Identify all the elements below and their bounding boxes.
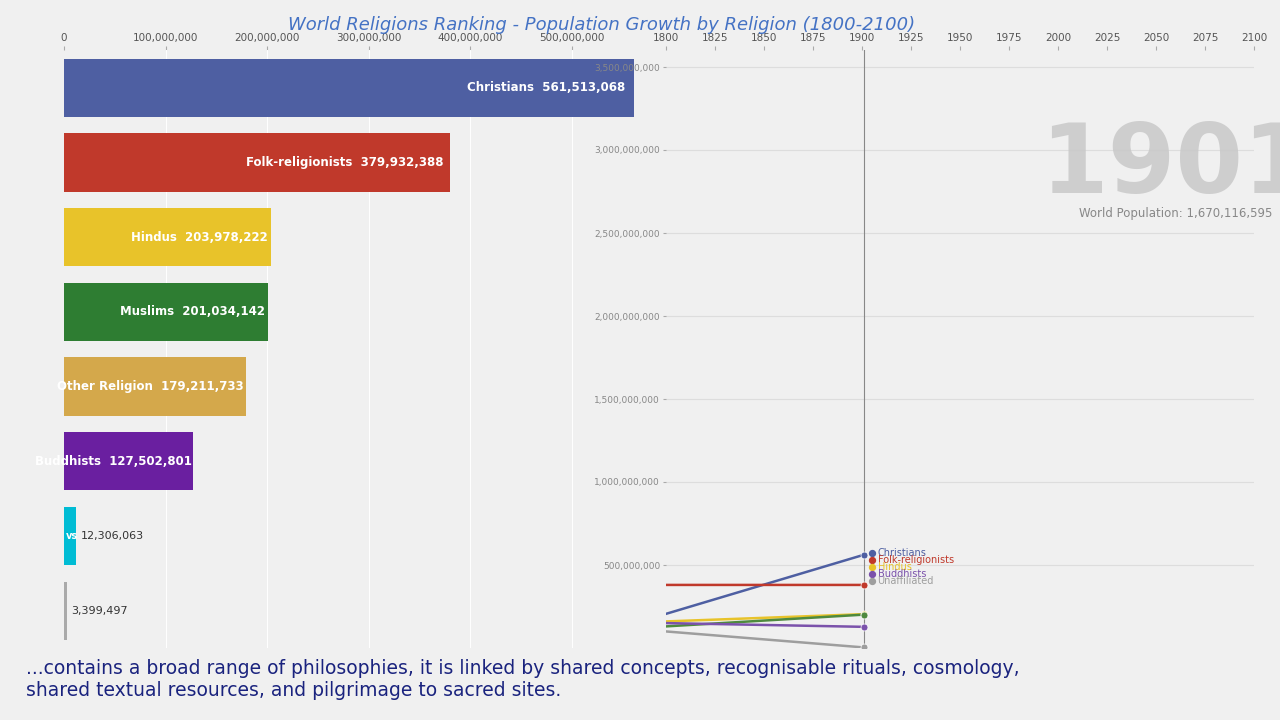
Text: 12,306,063: 12,306,063	[81, 531, 143, 541]
Point	[861, 575, 882, 587]
Text: 3,399,497: 3,399,497	[72, 606, 128, 616]
Text: Other Religion  179,211,733: Other Religion 179,211,733	[56, 380, 243, 393]
Text: Buddhists: Buddhists	[878, 570, 925, 580]
Bar	[64, 283, 268, 341]
Text: Christians  561,513,068: Christians 561,513,068	[467, 81, 626, 94]
Bar	[64, 507, 77, 565]
Text: 1901: 1901	[1041, 120, 1280, 213]
Text: Muslims  201,034,142: Muslims 201,034,142	[120, 305, 265, 318]
Point	[854, 642, 874, 653]
Text: ...contains a broad range of philosophies, it is linked by shared concepts, reco: ...contains a broad range of philosophie…	[26, 659, 1019, 700]
Point	[861, 569, 882, 580]
Bar	[64, 582, 68, 640]
Bar	[64, 357, 246, 415]
Point	[854, 609, 874, 621]
Text: Unaffiliated: Unaffiliated	[878, 576, 934, 586]
Text: Christians: Christians	[878, 549, 927, 559]
Text: vs: vs	[65, 531, 78, 541]
Text: Hindus  203,978,222: Hindus 203,978,222	[132, 230, 268, 243]
Point	[854, 608, 874, 620]
Point	[861, 562, 882, 573]
Bar	[64, 58, 634, 117]
Point	[854, 621, 874, 633]
Text: Hindus: Hindus	[878, 562, 911, 572]
Point	[854, 549, 874, 561]
Point	[854, 579, 874, 590]
Text: World Religions Ranking - Population Growth by Religion (1800-2100): World Religions Ranking - Population Gro…	[288, 17, 915, 34]
Point	[861, 554, 882, 566]
Text: Buddhists  127,502,801: Buddhists 127,502,801	[35, 455, 192, 468]
Bar	[64, 208, 271, 266]
Text: Folk-religionists  379,932,388: Folk-religionists 379,932,388	[247, 156, 444, 169]
Text: Folk-religionists: Folk-religionists	[878, 555, 954, 565]
Bar	[64, 432, 193, 490]
Bar	[64, 133, 449, 192]
Point	[861, 548, 882, 559]
Text: World Population: 1,670,116,595: World Population: 1,670,116,595	[1079, 207, 1272, 220]
